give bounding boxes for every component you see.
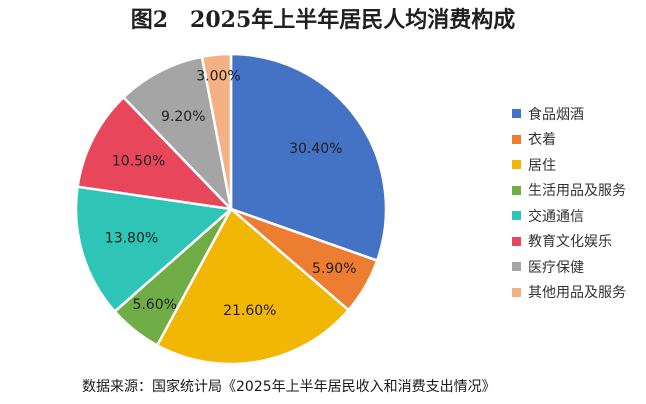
pie-data-label-5: 13.80% bbox=[105, 231, 158, 247]
legend-label: 生活用品及服务 bbox=[528, 183, 626, 200]
legend-swatch bbox=[512, 185, 521, 195]
legend-swatch bbox=[512, 211, 521, 221]
legend-swatch bbox=[512, 160, 521, 170]
legend-item: 医疗保健 bbox=[512, 254, 626, 280]
legend-label: 交通通信 bbox=[528, 208, 584, 225]
pie-slice-6 bbox=[76, 96, 233, 211]
pie-slice-3 bbox=[155, 207, 350, 366]
legend-label: 教育文化娱乐 bbox=[528, 234, 612, 251]
pie-data-label-8: 3.00% bbox=[196, 68, 240, 84]
pie-data-label-1: 30.40% bbox=[289, 141, 342, 157]
legend-swatch bbox=[512, 287, 521, 297]
pie-slice-5 bbox=[74, 185, 233, 313]
legend-label: 食品烟酒 bbox=[528, 106, 584, 123]
legend-label: 居住 bbox=[528, 157, 556, 174]
pie-data-label-6: 10.50% bbox=[112, 154, 165, 170]
legend-label: 其他用品及服务 bbox=[528, 285, 626, 302]
pie-data-label-2: 5.90% bbox=[312, 261, 356, 277]
pie-slice-1 bbox=[229, 52, 388, 262]
pie-slices bbox=[74, 52, 388, 366]
chart-legend: 食品烟酒衣着居住生活用品及服务 交通通信教育文化娱乐 医疗保健其他用品及服务 bbox=[512, 101, 626, 305]
legend-item: 居住 bbox=[512, 152, 626, 178]
legend-swatch bbox=[512, 262, 521, 272]
legend-item: 生活用品及服务 bbox=[512, 178, 626, 204]
legend-item: 食品烟酒 bbox=[512, 101, 626, 127]
legend-item: 其他用品及服务 bbox=[512, 280, 626, 306]
legend-item: 交通通信 bbox=[512, 203, 626, 229]
pie-slice-7 bbox=[122, 55, 233, 211]
pie-data-label-3: 21.60% bbox=[223, 303, 276, 319]
legend-swatch bbox=[512, 109, 521, 119]
legend-item: 教育文化娱乐 bbox=[512, 229, 626, 255]
legend-label: 医疗保健 bbox=[528, 259, 584, 276]
legend-item: 衣着 bbox=[512, 127, 626, 153]
pie-data-label-7: 9.20% bbox=[161, 109, 205, 125]
data-source-note: 数据来源：国家统计局《2025年上半年居民收入和消费支出情况》 bbox=[82, 379, 496, 395]
pie-data-label-4: 5.60% bbox=[132, 297, 176, 313]
legend-label: 衣着 bbox=[528, 132, 556, 149]
pie-slice-8 bbox=[200, 52, 233, 211]
legend-swatch bbox=[512, 134, 521, 144]
chart-title: 图2 2025年上半年居民人均消费构成 bbox=[130, 7, 516, 33]
legend-swatch bbox=[512, 236, 521, 246]
pie-data-labels: 30.40% 5.90% 21.60% 5.60% 13.80% 10.50% 9.20% 3… bbox=[105, 68, 357, 319]
